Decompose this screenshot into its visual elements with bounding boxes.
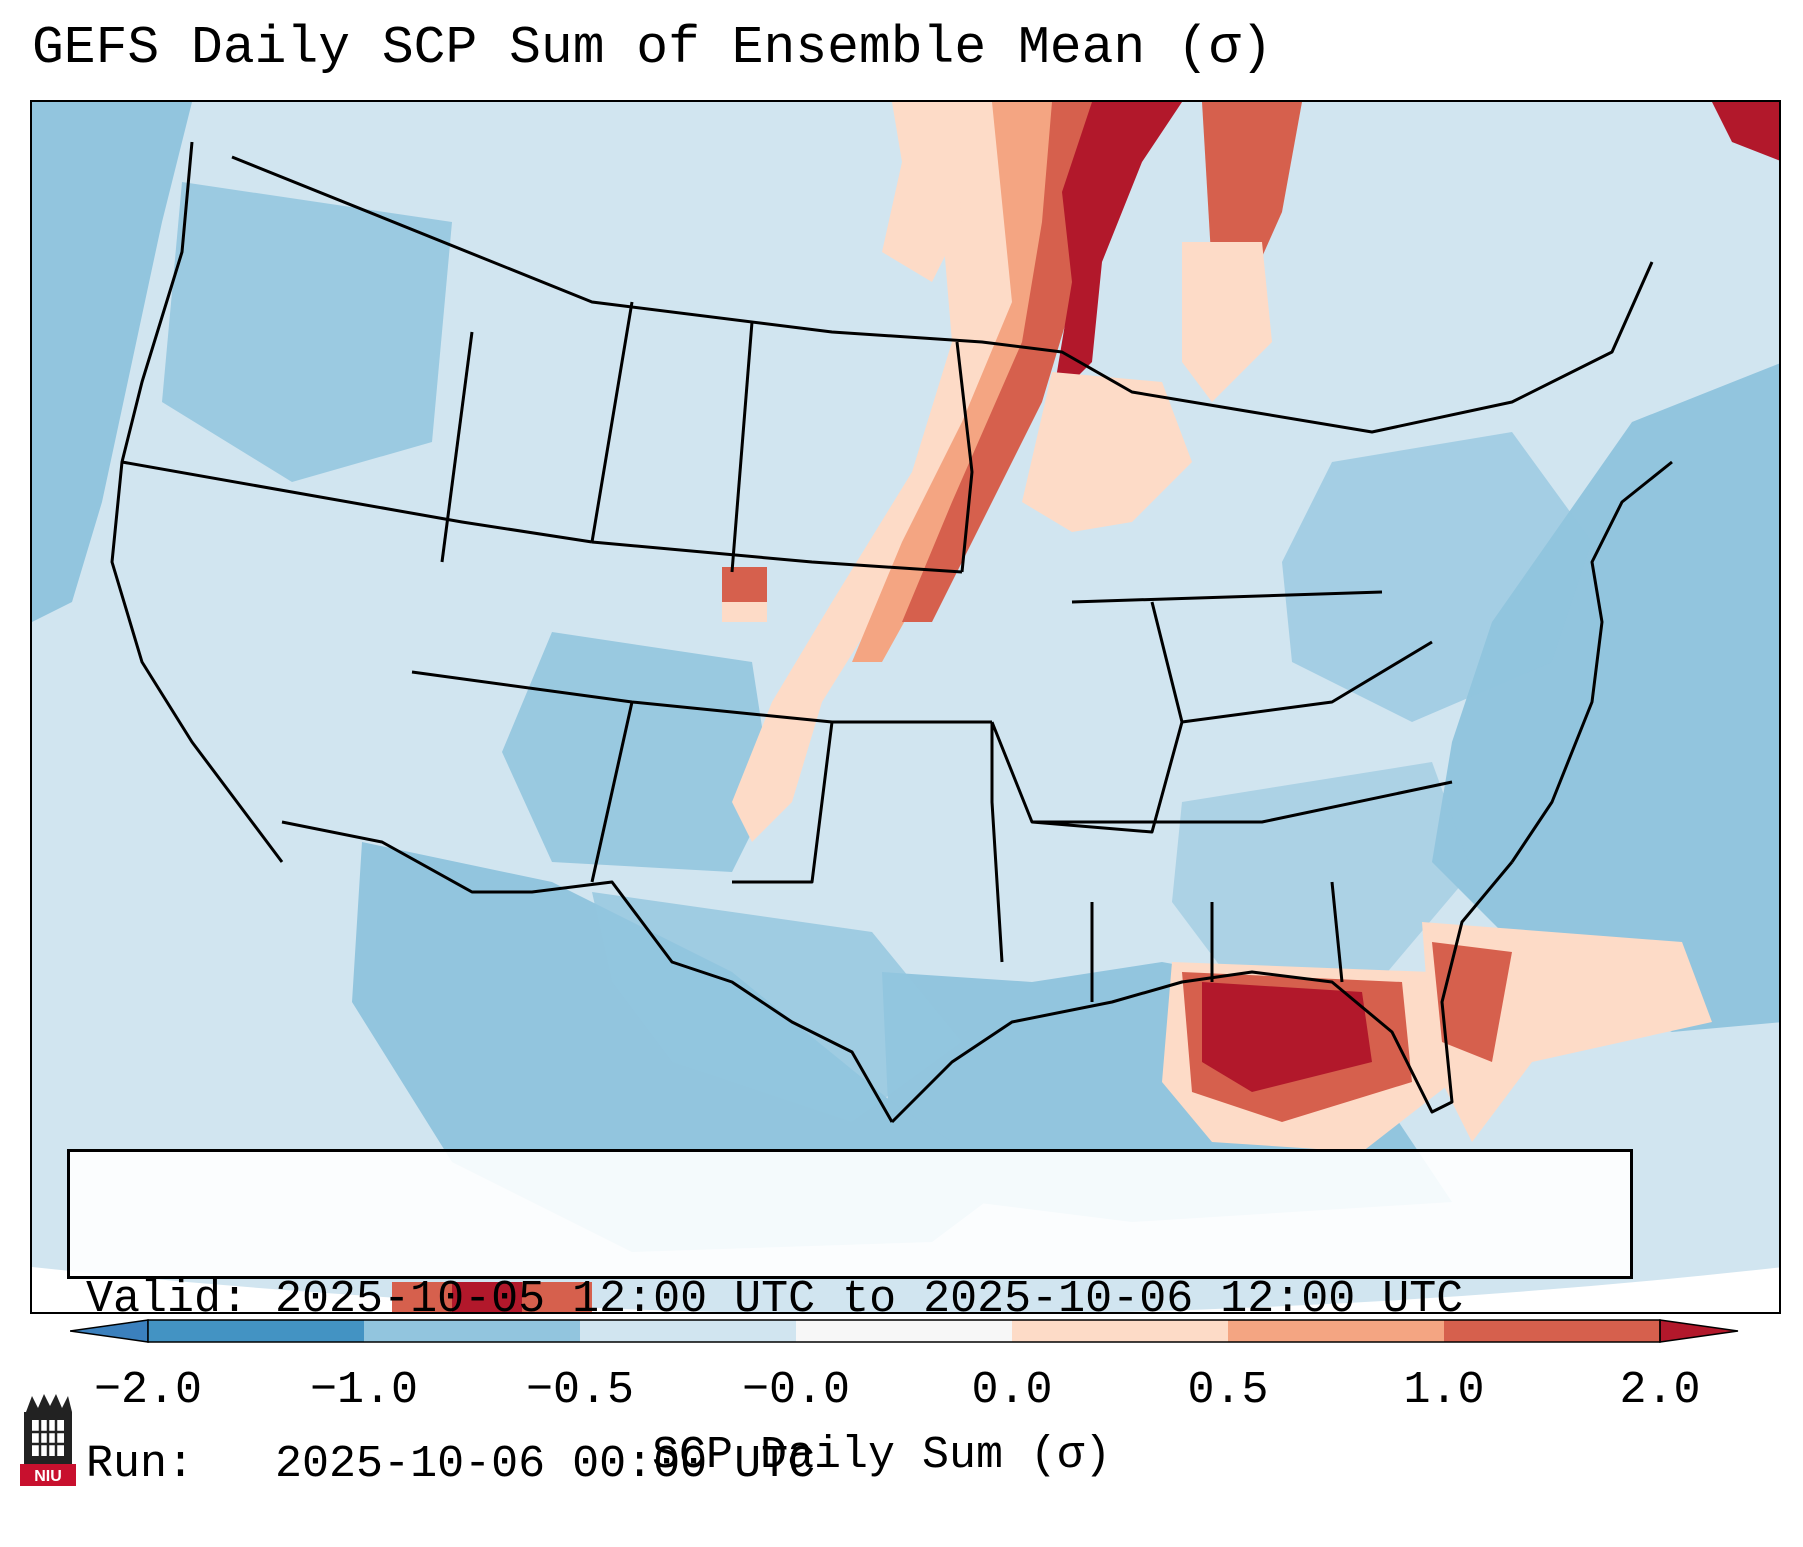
chart-title: GEFS Daily SCP Sum of Ensemble Mean (σ) [32, 18, 1273, 78]
state-line-7 [411, 670, 992, 724]
scp-gulf-max [1202, 982, 1372, 1092]
gulf-coastline [890, 861, 1514, 1124]
atlantic-coastline [1510, 460, 1673, 863]
state-line-3 [440, 331, 474, 563]
texas-region [592, 892, 962, 1122]
scp-band-north-light [732, 102, 1042, 842]
colorbar-tick-label: 0.5 [1187, 1365, 1269, 1416]
state-boundaries [110, 141, 1673, 1124]
scp-band-great-lakes [1022, 372, 1192, 532]
scp-kansas-spot [722, 567, 767, 602]
atlantic-ocean-region [1432, 363, 1779, 1032]
map-panel [30, 100, 1781, 1314]
southwest-region [502, 632, 772, 872]
us-mexico-border [281, 820, 894, 1123]
state-line-17 [1330, 881, 1344, 983]
logo-text: NIU [34, 1468, 62, 1485]
state-line-1 [121, 460, 593, 544]
colorbar-title: SCP Daily Sum (σ) [652, 1430, 1112, 1481]
state-line-11 [990, 721, 1184, 834]
validity-info-box: Valid: 2025-10-05 12:00 UTC to 2025-10-0… [67, 1149, 1633, 1490]
state-line-14 [1071, 590, 1383, 604]
colorbar-extend-high [1659, 1319, 1739, 1343]
pacific-ocean-region [32, 102, 192, 622]
northeast-region [1282, 432, 1592, 722]
colorbar-bin-m2-m1 [148, 1320, 364, 1342]
state-line-8 [590, 701, 634, 883]
colorbar-tick-label: −1.0 [309, 1365, 419, 1416]
state-line-5 [955, 341, 974, 573]
colorbar-tick-label: 0.0 [971, 1365, 1053, 1416]
scp-mexico-south-max [452, 1282, 522, 1312]
colorbar-bin-zero [796, 1320, 1012, 1342]
valid-label: Valid: [86, 1274, 249, 1325]
state-line-6 [730, 321, 754, 573]
state-line-12 [1032, 780, 1453, 824]
map-canvas [32, 102, 1779, 1312]
colorbar-bin-m05-0 [580, 1320, 796, 1342]
valid-row: Valid: 2025-10-05 12:00 UTC to 2025-10-0… [86, 1272, 1614, 1327]
pacific-coastline [110, 141, 284, 863]
scp-kansas-spot-light [722, 602, 767, 622]
colorbar-bin-05-1 [1228, 1320, 1444, 1342]
colorbar [70, 1319, 1739, 1343]
colorbar-tick-label: 2.0 [1619, 1365, 1701, 1416]
colorbar-tick-label: −2.0 [93, 1365, 203, 1416]
scp-atlantic-plume-strong [1432, 942, 1512, 1062]
colorbar-tick-label: −0.0 [741, 1365, 851, 1416]
run-value: 2025-10-06 00:00 UTC [275, 1439, 816, 1490]
colorbar-tick-label: −0.5 [525, 1365, 635, 1416]
state-line-2 [590, 301, 634, 543]
run-label: Run: [86, 1439, 195, 1490]
state-line-10 [990, 722, 1004, 963]
scp-band-north-max [1052, 102, 1182, 402]
colorbar-tick-label: 1.0 [1403, 1365, 1485, 1416]
state-line-13 [1150, 601, 1433, 724]
state-line-9 [732, 721, 834, 884]
state-line-4 [591, 540, 963, 574]
university-tower-icon: NIU [20, 1394, 76, 1486]
northwest-region [162, 182, 452, 482]
colorbar-outline [147, 1319, 1661, 1343]
colorbar-bin-1-2 [1444, 1320, 1660, 1342]
scp-band-hudson-light [1182, 242, 1272, 402]
valid-value: 2025-10-05 12:00 UTC to 2025-10-06 12:00… [275, 1274, 1464, 1325]
colorbar-bin-0-05 [1012, 1320, 1228, 1342]
colorbar-bin-m1-m05 [364, 1320, 580, 1342]
colorbar-extend-low [70, 1319, 149, 1343]
run-row: Run: 2025-10-06 00:00 UTC [86, 1437, 1614, 1492]
scp-ne-corner [1712, 102, 1779, 161]
scp-band-dakotas [882, 102, 962, 282]
